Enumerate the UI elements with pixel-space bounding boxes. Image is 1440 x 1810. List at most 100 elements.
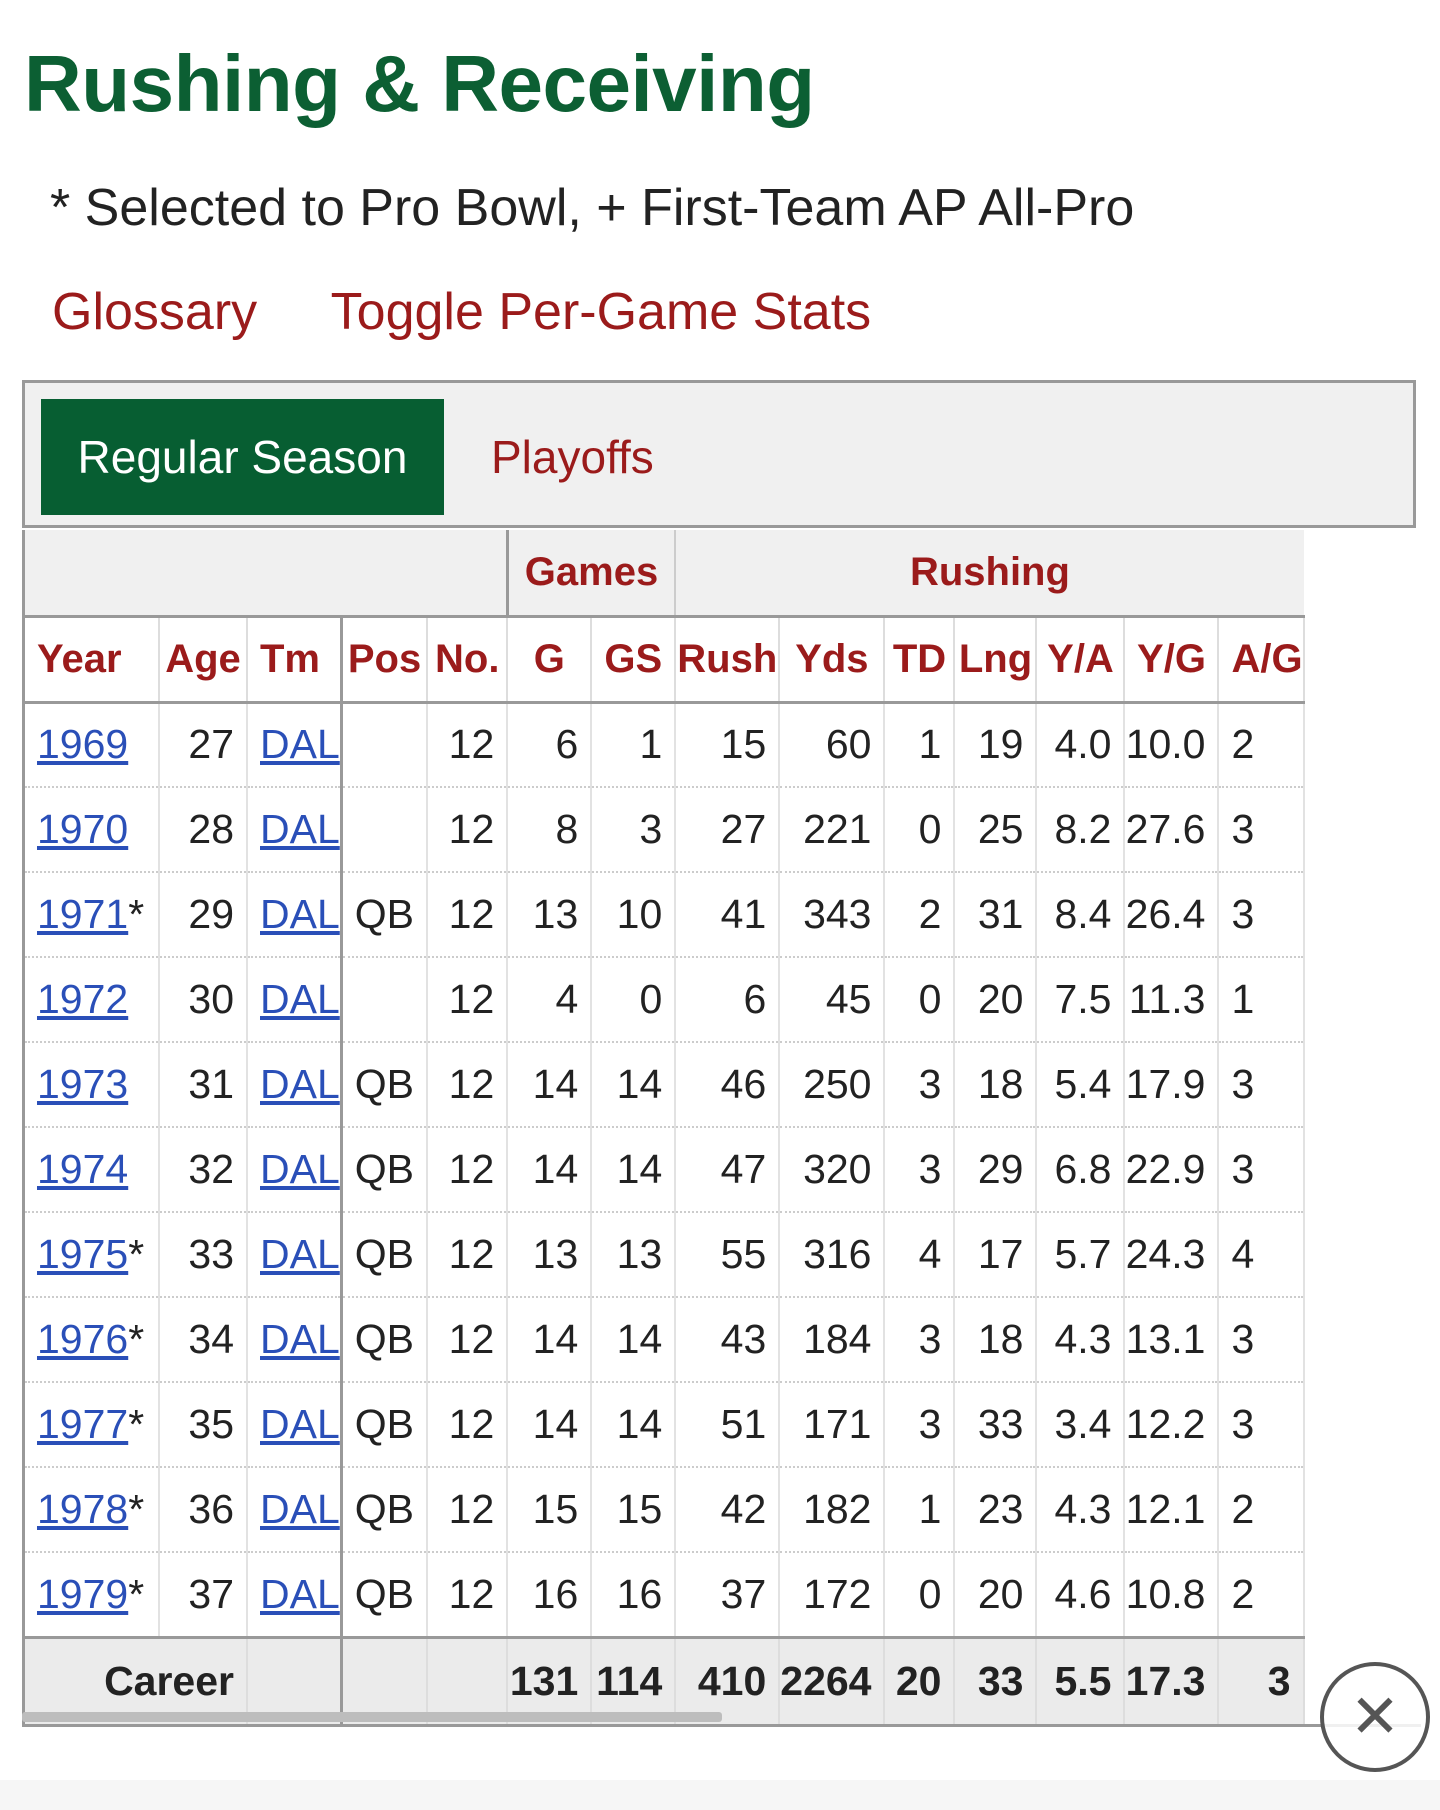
team-link[interactable]: DAL	[260, 806, 340, 852]
tab-regular-season[interactable]: Regular Season	[41, 399, 444, 515]
rush-cell: 55	[675, 1212, 781, 1298]
team-link[interactable]: DAL	[260, 721, 340, 768]
team-link[interactable]: DAL	[260, 1486, 340, 1532]
stats-table-container[interactable]: Games Rushing Year Age Tm Pos No. G GS R…	[22, 530, 1421, 1727]
lng-cell: 23	[954, 1467, 1038, 1553]
header-yg[interactable]: Y/G	[1124, 616, 1220, 704]
yg-cell: 24.3	[1124, 1212, 1220, 1298]
ag-cell: 3	[1218, 787, 1305, 873]
year-cell: 1977*	[25, 1382, 160, 1468]
header-rush[interactable]: Rush	[675, 616, 781, 704]
gs-cell: 0	[591, 957, 677, 1043]
gs-cell: 14	[591, 1297, 677, 1383]
team-cell: DAL	[247, 702, 343, 788]
gs-cell: 14	[591, 1382, 677, 1468]
header-number[interactable]: No.	[427, 616, 509, 704]
award-mark: *	[128, 1316, 145, 1362]
header-yds[interactable]: Yds	[779, 616, 886, 704]
team-link[interactable]: DAL	[260, 1231, 340, 1277]
gs-cell: 1	[591, 702, 677, 788]
close-button[interactable]: ✕	[1320, 1662, 1430, 1772]
yds-cell: 184	[779, 1297, 886, 1383]
number-cell: 12	[427, 1467, 509, 1553]
table-row: 1979* 37 DAL QB 12 16 16 37 172 0 20 4.6…	[25, 1552, 1305, 1638]
group-header-row: Games Rushing	[25, 530, 1304, 618]
age-cell: 27	[159, 702, 248, 788]
year-link[interactable]: 1976	[37, 1316, 129, 1362]
team-link[interactable]: DAL	[260, 1570, 340, 1617]
header-pos[interactable]: Pos	[341, 616, 429, 704]
team-cell: DAL	[247, 1467, 343, 1553]
header-ya[interactable]: Y/A	[1036, 616, 1126, 704]
header-age[interactable]: Age	[159, 616, 248, 704]
ag-cell: 3	[1218, 872, 1305, 958]
toggle-per-game-link[interactable]: Toggle Per-Game Stats	[330, 283, 872, 341]
number-cell: 12	[427, 787, 509, 873]
gs-cell: 10	[591, 872, 677, 958]
horizontal-scrollbar[interactable]	[22, 1712, 722, 1722]
year-link[interactable]: 1973	[37, 1061, 129, 1107]
header-g[interactable]: G	[507, 616, 593, 704]
year-link[interactable]: 1975	[37, 1231, 129, 1277]
pos-cell: QB	[341, 872, 429, 958]
ag-cell: 1	[1218, 957, 1305, 1043]
lng-cell: 18	[954, 1042, 1038, 1128]
rush-cell: 47	[675, 1127, 781, 1213]
ag-cell: 3	[1218, 1297, 1305, 1383]
rush-cell: 43	[675, 1297, 781, 1383]
yds-cell: 45	[779, 957, 886, 1043]
team-link[interactable]: DAL	[260, 891, 340, 937]
age-cell: 36	[159, 1467, 248, 1553]
header-team[interactable]: Tm	[247, 616, 343, 704]
number-cell: 12	[427, 1127, 509, 1213]
yds-cell: 316	[779, 1212, 886, 1298]
header-gs[interactable]: GS	[591, 616, 677, 704]
team-cell: DAL	[247, 872, 343, 958]
td-cell: 3	[884, 1127, 956, 1213]
year-link[interactable]: 1978	[37, 1486, 129, 1532]
year-cell: 1975*	[25, 1212, 160, 1298]
ya-cell: 8.4	[1036, 872, 1126, 958]
year-cell: 1970	[25, 787, 160, 873]
year-link[interactable]: 1972	[37, 976, 129, 1022]
g-cell: 6	[507, 702, 593, 788]
g-cell: 16	[507, 1552, 593, 1638]
team-link[interactable]: DAL	[260, 1316, 340, 1362]
tab-playoffs[interactable]: Playoffs	[491, 431, 654, 483]
table-row: 1969 27 DAL 12 6 1 15 60 1 19 4.0 10.0 2	[25, 702, 1305, 788]
glossary-link[interactable]: Glossary	[52, 283, 258, 341]
year-link[interactable]: 1970	[37, 806, 129, 852]
header-year[interactable]: Year	[25, 616, 160, 704]
pos-cell	[341, 702, 429, 788]
team-link[interactable]: DAL	[260, 1146, 340, 1192]
year-link[interactable]: 1969	[37, 721, 129, 768]
year-link[interactable]: 1974	[37, 1146, 129, 1192]
table-row: 1976* 34 DAL QB 12 14 14 43 184 3 18 4.3…	[25, 1297, 1305, 1383]
pos-cell: QB	[341, 1382, 429, 1468]
td-cell: 0	[884, 957, 956, 1043]
team-link[interactable]: DAL	[260, 1061, 340, 1107]
career-gs: 114	[591, 1635, 677, 1724]
team-cell: DAL	[247, 1212, 343, 1298]
yg-cell: 26.4	[1124, 872, 1220, 958]
team-link[interactable]: DAL	[260, 976, 340, 1022]
year-link[interactable]: 1977	[37, 1401, 129, 1447]
ya-cell: 7.5	[1036, 957, 1126, 1043]
table-row: 1978* 36 DAL QB 12 15 15 42 182 1 23 4.3…	[25, 1467, 1305, 1553]
year-cell: 1979*	[25, 1552, 160, 1638]
team-link[interactable]: DAL	[260, 1401, 340, 1447]
header-lng[interactable]: Lng	[954, 616, 1038, 704]
td-cell: 2	[884, 872, 956, 958]
year-link[interactable]: 1971	[37, 891, 129, 937]
year-cell: 1971*	[25, 872, 160, 958]
header-td[interactable]: TD	[884, 616, 956, 704]
career-number-cell	[427, 1635, 509, 1724]
yg-cell: 22.9	[1124, 1127, 1220, 1213]
year-link[interactable]: 1979	[37, 1570, 129, 1617]
number-cell: 12	[427, 1212, 509, 1298]
header-ag[interactable]: A/G	[1218, 616, 1305, 704]
lng-cell: 20	[954, 957, 1038, 1043]
column-header-row: Year Age Tm Pos No. G GS Rush Yds TD Lng…	[25, 616, 1305, 704]
rush-cell: 37	[675, 1552, 781, 1638]
g-cell: 13	[507, 1212, 593, 1298]
